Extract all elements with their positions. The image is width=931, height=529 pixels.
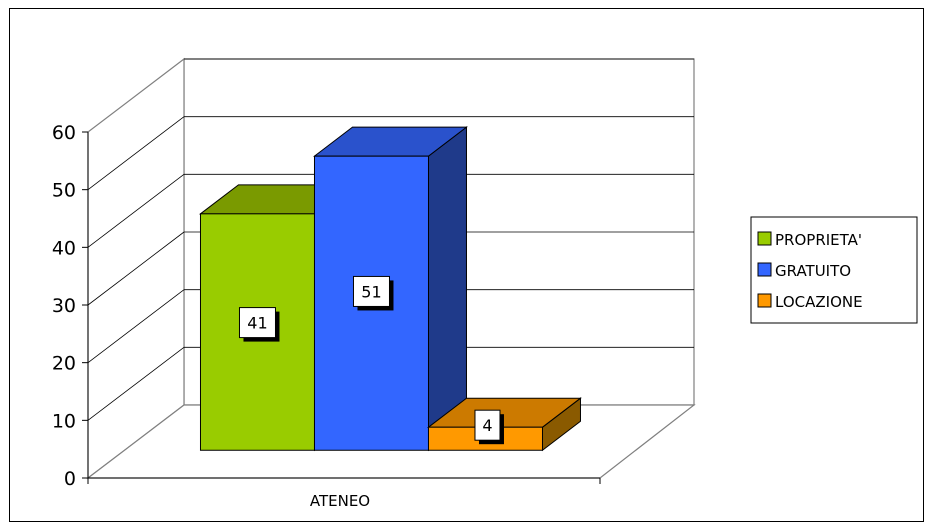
bar-gratuito-side: [427, 126, 467, 452]
data-label-box: [352, 275, 390, 307]
gridline-side: [87, 289, 185, 363]
data-label: 41: [247, 314, 267, 333]
data-label-box: [238, 307, 276, 339]
gridline-side: [87, 116, 185, 190]
y-tick-label: 0: [64, 468, 76, 490]
x-category-label: ATENEO: [310, 492, 370, 510]
data-label: 51: [361, 282, 381, 301]
legend-swatch: [757, 231, 772, 246]
y-tick-label: 10: [52, 410, 76, 432]
legend-label: GRATUITO: [775, 262, 851, 280]
gridline-side: [87, 231, 185, 306]
y-tick-label: 40: [52, 237, 76, 259]
data-label-box: [474, 409, 501, 441]
y-tick-label: 60: [52, 122, 76, 144]
legend-label: LOCAZIONE: [775, 293, 863, 311]
y-tick-label: 30: [52, 295, 76, 317]
legend-swatch: [757, 293, 772, 308]
y-tick-label: 50: [52, 180, 76, 202]
legend-label: PROPRIETA': [775, 231, 862, 249]
y-tick-label: 20: [52, 353, 76, 375]
gridline-side: [87, 347, 185, 421]
legend-swatch: [757, 262, 772, 277]
gridline-side: [87, 174, 185, 248]
data-label: 4: [482, 416, 492, 435]
legend: [750, 216, 918, 324]
